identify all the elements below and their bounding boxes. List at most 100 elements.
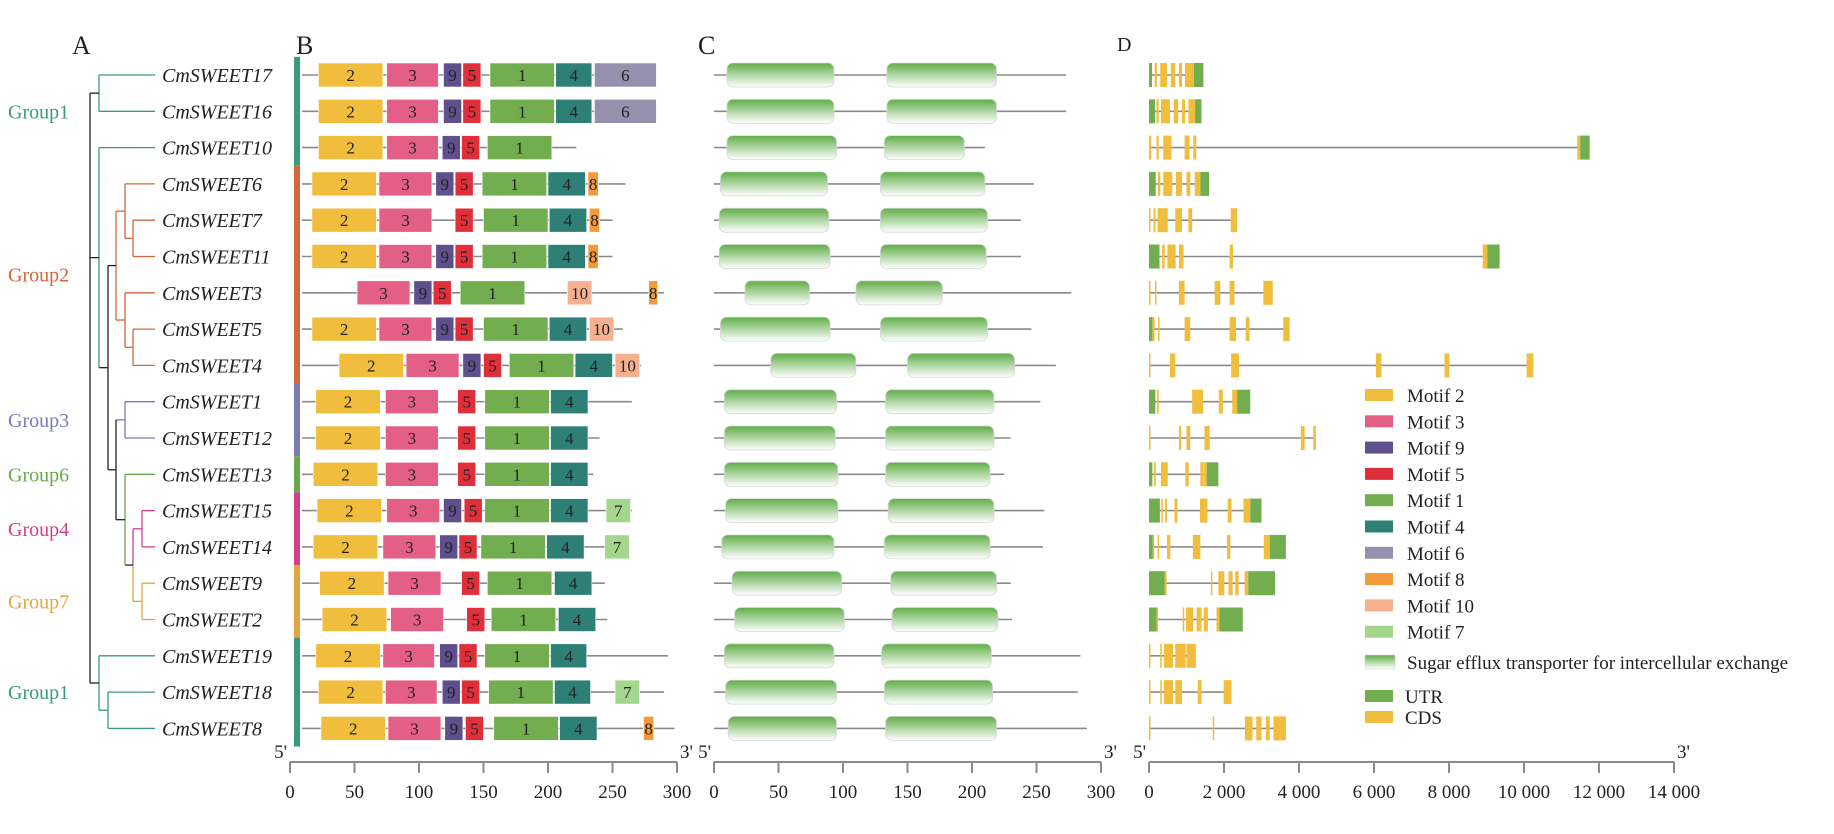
cds-exon (1156, 135, 1159, 160)
motif-7-box (614, 679, 640, 705)
legend-swatch (1365, 389, 1393, 401)
legend-item: CDS (1365, 708, 1442, 729)
motif-number: 4 (565, 502, 574, 521)
motif-number: 1 (517, 683, 526, 702)
cds-exon (1182, 99, 1185, 124)
motif-number: 2 (346, 66, 355, 85)
motif-number: 4 (565, 465, 574, 484)
motif-number: 9 (450, 719, 459, 738)
cds-exon (1526, 353, 1534, 378)
motif-8-box (587, 171, 599, 197)
gene-structure-row (1149, 353, 1534, 378)
cds-exon (1158, 317, 1160, 342)
tick-label: 100 (405, 782, 434, 803)
cds-exon (1192, 534, 1201, 559)
motif-2-box (311, 244, 377, 269)
motif-number: 4 (573, 611, 582, 630)
three-prime-label: 3' (1677, 742, 1690, 763)
legend-label: Motif 10 (1407, 596, 1474, 617)
motif-number: 8 (589, 175, 598, 194)
sugar-efflux-domain (887, 498, 995, 524)
motif-3-box (385, 425, 439, 451)
cds-exon (1244, 571, 1249, 596)
cds-exon (1245, 716, 1253, 741)
gene-label: CmSWEET8 (162, 718, 262, 740)
domain-panel (714, 62, 1087, 741)
motif-1-box (489, 62, 555, 88)
sugar-efflux-domain (726, 62, 835, 88)
legend-label: Motif 5 (1407, 465, 1465, 486)
motif-number: 3 (410, 719, 419, 738)
legend-label: Motif 9 (1407, 439, 1465, 460)
motif-number: 3 (404, 647, 413, 666)
motif-number: 9 (468, 356, 477, 375)
cds-exon (1175, 643, 1182, 668)
legend-item: Motif 5 (1365, 465, 1465, 486)
motif-number: 9 (441, 248, 450, 267)
domain-row (714, 570, 1011, 596)
utr-region (1269, 534, 1286, 559)
motif-number: 2 (349, 719, 358, 738)
motif-number: 4 (570, 102, 579, 121)
legend-item: Motif 3 (1365, 412, 1465, 433)
sugar-efflux-domain (883, 135, 965, 161)
motif-number: 5 (460, 320, 469, 339)
utr-region (1195, 99, 1202, 124)
cds-exon (1243, 498, 1251, 523)
motif-row: 2 3 5 1 4 (302, 461, 594, 487)
utr-region (1237, 389, 1251, 414)
motif-number: 9 (448, 66, 457, 85)
legend-swatch (1365, 573, 1393, 586)
motif-number: 2 (344, 429, 353, 448)
domain-row (714, 316, 1032, 342)
cds-exon (1204, 426, 1210, 450)
motif-5-box (457, 425, 477, 451)
gene-structure-row (1149, 498, 1262, 523)
cds-exon (1157, 208, 1168, 233)
motif-number: 3 (401, 211, 410, 230)
motif-3-box (385, 389, 439, 415)
cds-exon (1256, 716, 1262, 741)
utr-region (1149, 534, 1153, 559)
utr-region (1194, 63, 1204, 87)
cds-exon (1229, 244, 1233, 269)
motif-number: 4 (561, 538, 570, 557)
motif-2-box (318, 679, 384, 705)
gene-structure-row (1149, 462, 1219, 487)
motif-number: 4 (565, 393, 574, 412)
cds-exon (1149, 716, 1151, 741)
sugar-efflux-domain (723, 461, 839, 487)
group-bar (294, 383, 300, 457)
motif-number: 1 (512, 211, 521, 230)
legend-swatch (1365, 415, 1393, 428)
sugar-efflux-domain (885, 716, 997, 741)
cds-exon (1194, 171, 1201, 196)
tick-label: 150 (893, 782, 922, 803)
cds-exon (1203, 607, 1208, 632)
gene-structure-row (1149, 317, 1290, 342)
cds-exon (1156, 389, 1159, 414)
gene-structure-row (1149, 244, 1500, 269)
legend-swatch (1364, 654, 1396, 670)
motif-5-box (462, 99, 482, 124)
motif-4-box (547, 171, 586, 197)
gene-label: CmSWEET18 (162, 682, 272, 704)
cds-exon (1154, 63, 1157, 87)
motif-number: 10 (619, 356, 636, 375)
legend-swatch (1365, 467, 1393, 480)
gene-structure-row (1149, 607, 1243, 632)
motif-number: 2 (350, 611, 359, 630)
motif-2-box (338, 353, 404, 378)
motif-9-box (443, 99, 462, 124)
sugar-efflux-domain (721, 534, 835, 560)
motif-1-box (489, 99, 555, 124)
cds-exon (1173, 99, 1179, 124)
cds-exon (1193, 135, 1197, 160)
tick-label: 6 000 (1353, 782, 1396, 803)
domain-row (714, 207, 1022, 233)
gene-label: CmSWEET14 (162, 537, 272, 559)
motif-number: 5 (462, 393, 471, 412)
domain-row (714, 498, 1045, 524)
